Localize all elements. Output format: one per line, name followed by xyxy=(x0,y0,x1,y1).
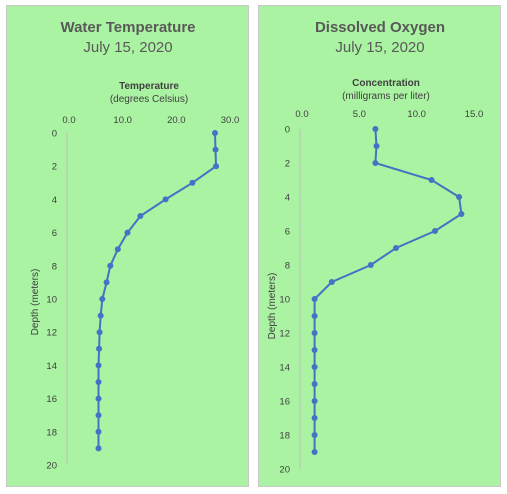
y-tick-label: 8 xyxy=(52,261,57,272)
y-tick-labels: 0 2 4 6 8 10 12 14 16 18 20 xyxy=(279,125,290,476)
y-tick-label: 14 xyxy=(46,361,57,372)
data-point xyxy=(211,130,218,136)
data-point xyxy=(95,362,102,369)
data-point xyxy=(432,228,439,234)
y-tick-label: 2 xyxy=(285,159,290,170)
chart-title: Water Temperature xyxy=(60,19,195,36)
data-point xyxy=(311,381,318,387)
data-point xyxy=(107,262,114,269)
x-tick-label: 10.0 xyxy=(407,109,426,120)
chart-panel-oxygen: Dissolved Oxygen July 15, 2020 Concentra… xyxy=(258,5,501,487)
data-point xyxy=(311,398,318,404)
series-line xyxy=(97,132,218,449)
data-point xyxy=(212,146,219,153)
y-tick-label: 8 xyxy=(285,261,290,272)
data-point xyxy=(114,246,121,253)
x-tick-labels: 0.0 10.0 20.0 30.0 xyxy=(62,115,239,126)
chart-panel-temperature: Water Temperature July 15, 2020 Temperat… xyxy=(6,5,249,487)
data-point xyxy=(373,143,380,149)
y-tick-label: 14 xyxy=(279,363,290,374)
y-tick-label: 18 xyxy=(46,427,57,438)
y-tick-label: 10 xyxy=(46,295,57,306)
x-axis-title: Concentration xyxy=(352,78,420,89)
x-tick-label: 0.0 xyxy=(62,115,75,126)
y-tick-label: 2 xyxy=(52,162,57,173)
y-tick-label: 18 xyxy=(279,431,290,442)
x-tick-label: 10.0 xyxy=(113,115,132,126)
y-tick-label: 0 xyxy=(52,129,57,140)
y-axis-label: Depth (meters) xyxy=(30,269,41,336)
x-tick-label: 20.0 xyxy=(167,115,186,126)
data-point xyxy=(137,213,144,219)
y-tick-label: 10 xyxy=(279,295,290,306)
data-point xyxy=(189,179,196,186)
x-tick-label: 5.0 xyxy=(353,109,366,120)
y-tick-label: 12 xyxy=(279,329,290,340)
data-point xyxy=(103,279,110,286)
x-tick-labels: 0.0 5.0 10.0 15.0 xyxy=(295,109,483,120)
chart-svg-oxygen: Dissolved Oxygen July 15, 2020 Concentra… xyxy=(267,19,483,476)
y-tick-label: 6 xyxy=(285,227,290,238)
data-point xyxy=(458,211,465,217)
x-axis-subtitle: (milligrams per liter) xyxy=(342,91,430,102)
data-point xyxy=(96,345,103,352)
data-points xyxy=(95,130,220,452)
chart-subtitle: July 15, 2020 xyxy=(335,39,424,56)
data-point xyxy=(95,412,102,419)
data-point xyxy=(393,245,400,251)
y-tick-label: 12 xyxy=(46,328,57,339)
data-point xyxy=(162,196,169,203)
data-point xyxy=(367,262,374,268)
x-axis-title: Temperature xyxy=(119,81,179,92)
data-point xyxy=(97,312,104,319)
data-point xyxy=(428,177,435,183)
data-points xyxy=(311,126,465,455)
data-point xyxy=(311,296,318,302)
data-point xyxy=(95,445,102,452)
y-tick-label: 4 xyxy=(285,193,290,204)
data-point xyxy=(311,364,318,370)
y-tick-label: 20 xyxy=(46,461,57,472)
data-point xyxy=(96,329,103,336)
data-point xyxy=(372,126,379,132)
data-point xyxy=(213,163,220,170)
data-point xyxy=(311,432,318,438)
data-point xyxy=(95,379,102,385)
x-tick-label: 15.0 xyxy=(465,109,484,120)
data-point xyxy=(124,229,131,236)
x-tick-label: 0.0 xyxy=(295,109,308,120)
chart-svg-temperature: Water Temperature July 15, 2020 Temperat… xyxy=(30,19,239,472)
x-tick-label: 30.0 xyxy=(221,115,240,126)
y-tick-label: 6 xyxy=(52,228,57,239)
y-tick-label: 0 xyxy=(285,125,290,136)
data-point xyxy=(95,395,102,402)
data-point xyxy=(311,347,318,353)
data-point xyxy=(311,449,318,455)
data-point xyxy=(95,428,102,435)
y-tick-label: 16 xyxy=(46,394,57,405)
data-point xyxy=(99,296,106,302)
x-axis-subtitle: (degrees Celsius) xyxy=(110,94,188,105)
series-line xyxy=(313,128,463,452)
y-tick-label: 16 xyxy=(279,397,290,408)
data-point xyxy=(372,160,379,166)
data-point xyxy=(328,279,335,285)
chart-title: Dissolved Oxygen xyxy=(315,19,445,36)
data-point xyxy=(311,330,318,336)
chart-subtitle: July 15, 2020 xyxy=(83,39,172,56)
data-point xyxy=(311,313,318,319)
y-tick-label: 4 xyxy=(52,195,57,206)
data-point xyxy=(456,194,463,200)
y-axis-label: Depth (meters) xyxy=(267,273,278,340)
data-point xyxy=(311,415,318,421)
y-tick-labels: 0 2 4 6 8 10 12 14 16 18 20 xyxy=(46,129,57,472)
y-tick-label: 20 xyxy=(279,465,290,476)
